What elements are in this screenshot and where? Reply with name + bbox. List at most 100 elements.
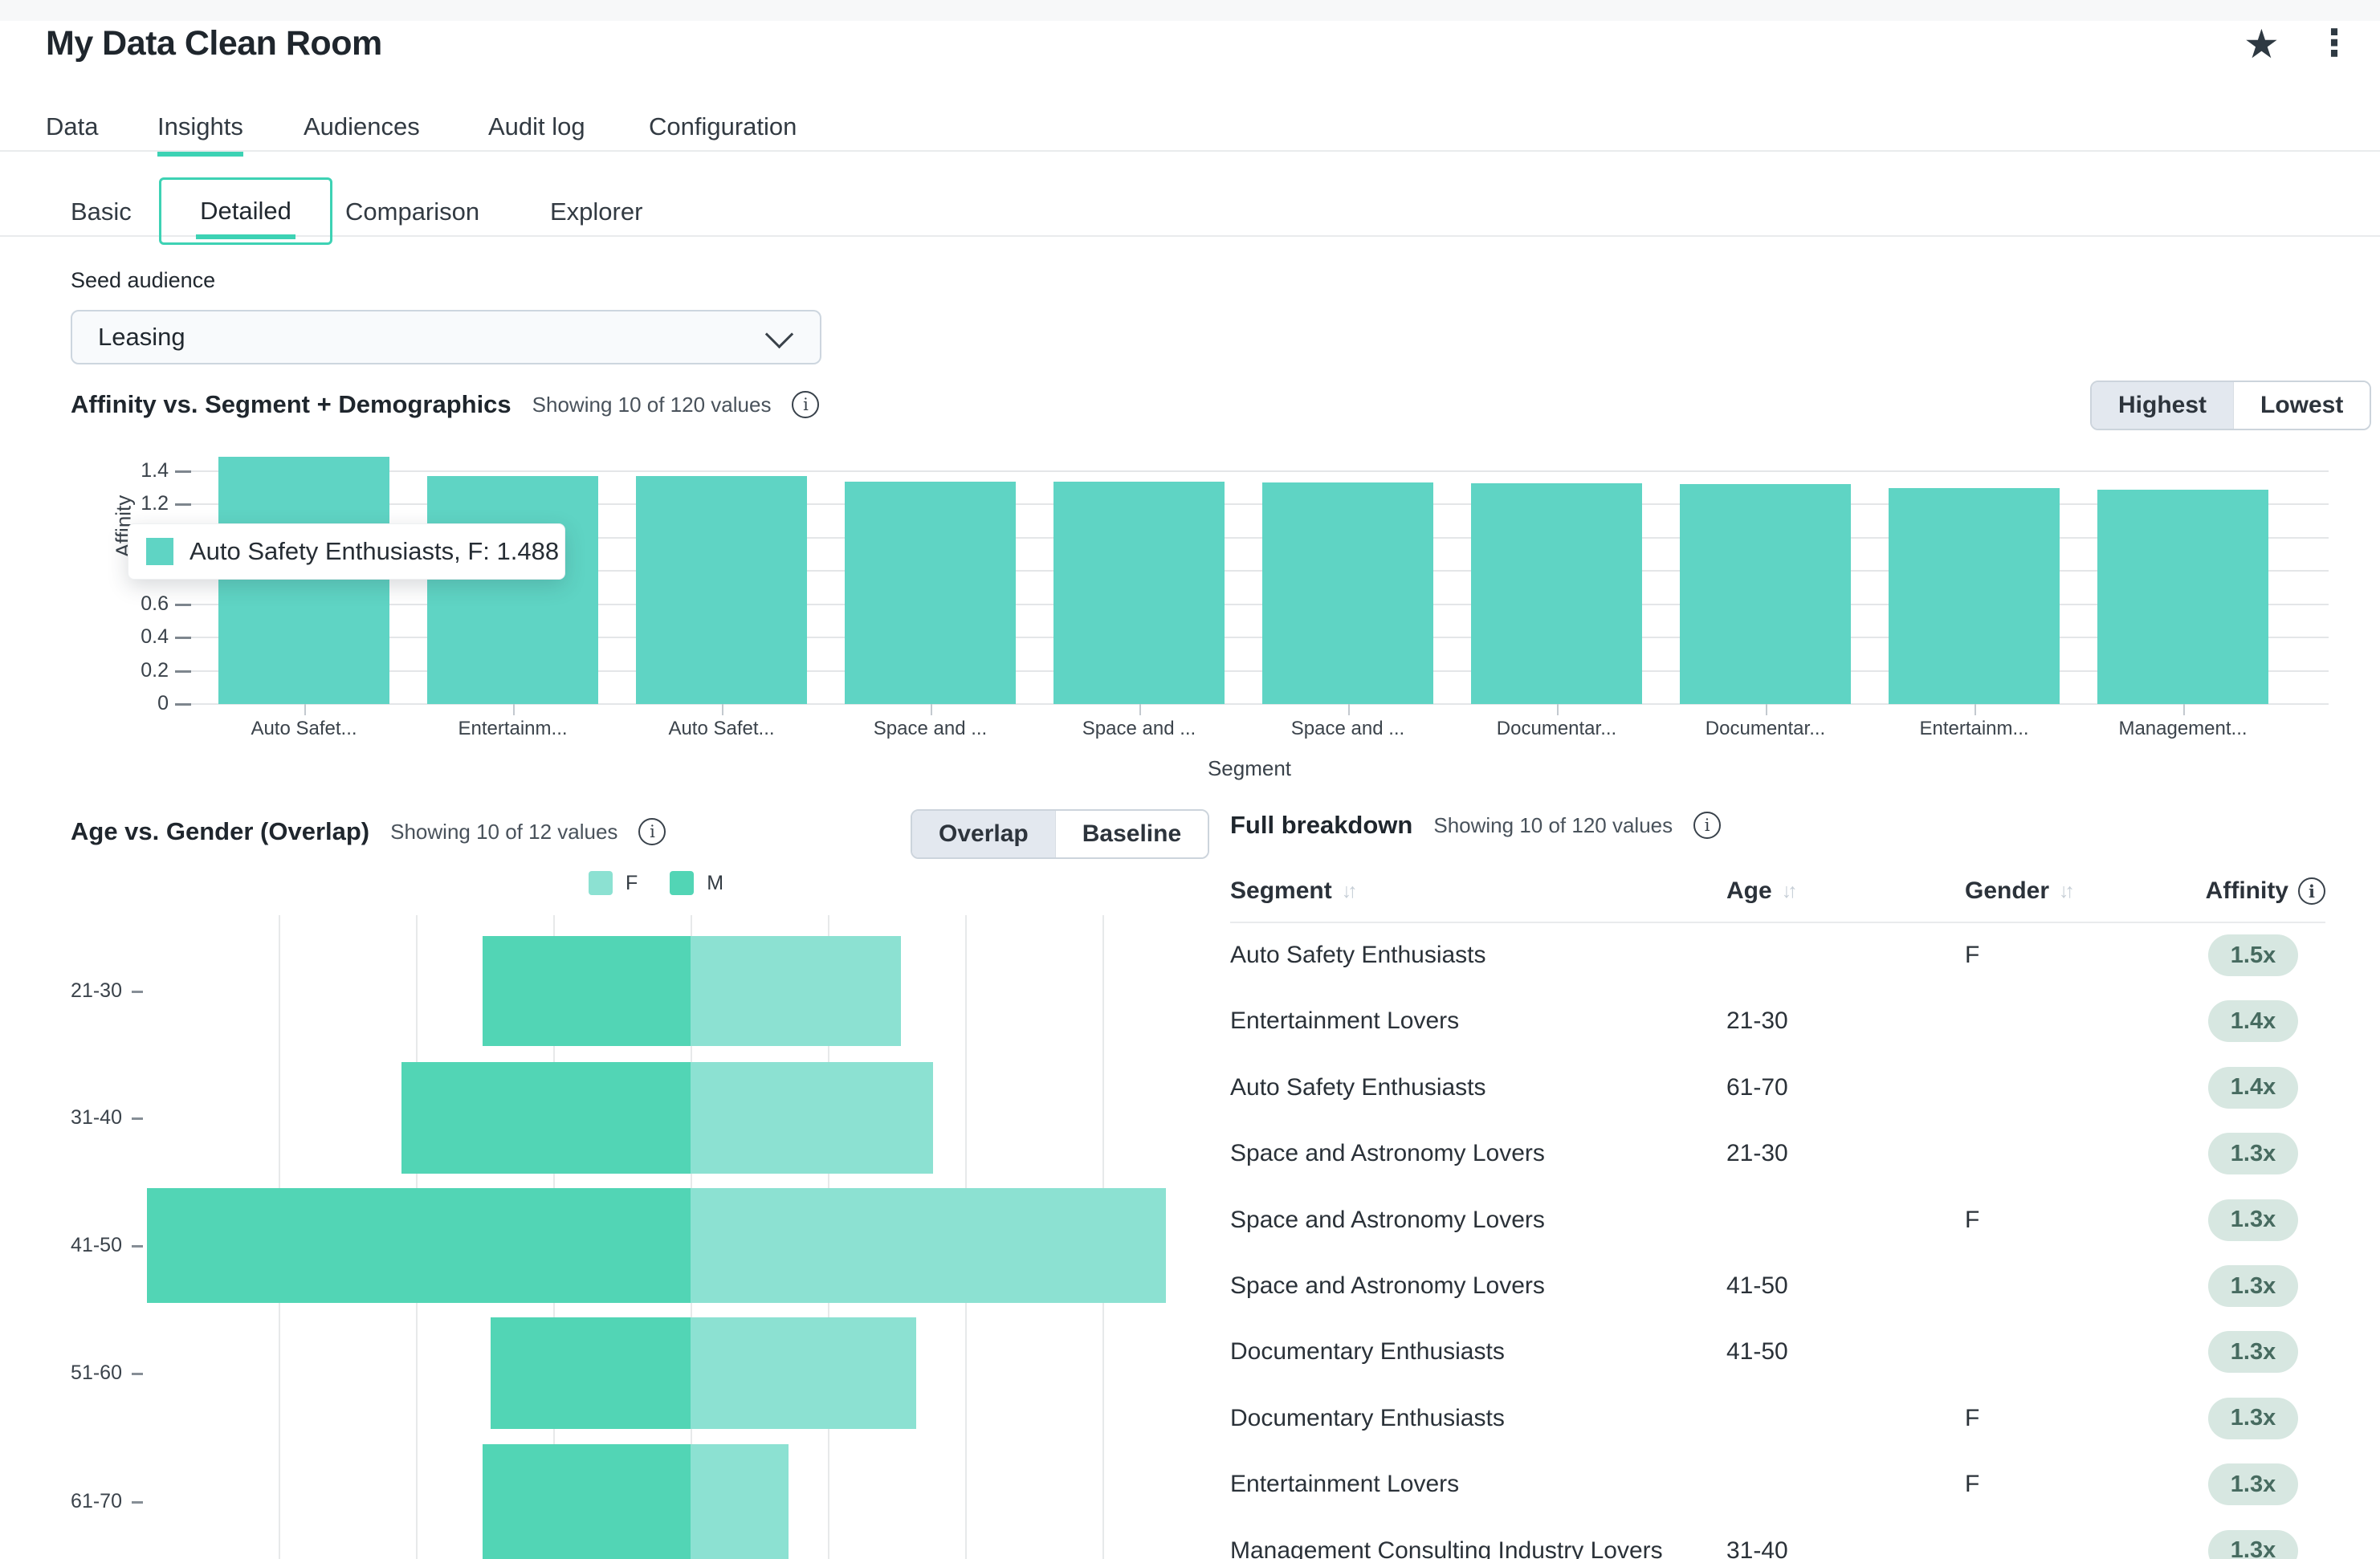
info-icon[interactable]: i <box>792 391 819 418</box>
column-label: Segment <box>1230 877 1332 905</box>
affinity-bar[interactable] <box>1053 482 1225 704</box>
overlap-baseline-toggle: OverlapBaseline <box>911 809 1209 859</box>
column-header-affinity[interactable]: Affinityi <box>2206 875 2325 907</box>
affinity-bar[interactable] <box>427 476 598 704</box>
age-bar-f[interactable] <box>691 1444 789 1559</box>
column-header-age[interactable]: Age↓↑ <box>1726 875 1794 907</box>
affinity-bar[interactable] <box>2097 490 2268 704</box>
y-tick-mark <box>132 1501 143 1504</box>
affinity-section-header: Affinity vs. Segment + Demographics Show… <box>71 390 819 419</box>
table-row: Space and Astronomy LoversF1.3x <box>1230 1187 2325 1253</box>
segment-cell: Documentary Enthusiasts <box>1230 1405 1505 1432</box>
affinity-bar[interactable] <box>636 476 807 704</box>
overlap-button[interactable]: Overlap <box>912 811 1055 857</box>
baseline-button[interactable]: Baseline <box>1055 811 1208 857</box>
x-axis-title: Segment <box>1185 756 1314 781</box>
table-row: Auto Safety EnthusiastsF1.5x <box>1230 922 2325 988</box>
favorite-star-icon[interactable]: ★ <box>2243 21 2280 67</box>
y-tick-mark <box>175 503 191 506</box>
tab-audiences[interactable]: Audiences <box>304 112 420 141</box>
affinity-bar[interactable] <box>1889 488 2060 704</box>
segment-cell: Entertainment Lovers <box>1230 1007 1459 1035</box>
table-row: Auto Safety Enthusiasts61-701.4x <box>1230 1055 2325 1121</box>
y-tick-mark <box>132 1117 143 1120</box>
affinity-badge: 1.3x <box>2208 1463 2298 1505</box>
chevron-down-icon <box>765 320 793 348</box>
age-bar-f[interactable] <box>691 1188 1166 1303</box>
highest-button[interactable]: Highest <box>2092 382 2233 429</box>
age-gender-chart-meta: Showing 10 of 12 values <box>390 820 617 845</box>
affinity-bar[interactable] <box>1262 482 1433 704</box>
x-tick-mark <box>513 704 515 715</box>
x-tick-mark <box>304 704 306 715</box>
affinity-bar[interactable] <box>1471 483 1642 704</box>
info-icon[interactable]: i <box>2298 877 2325 905</box>
tab-configuration[interactable]: Configuration <box>649 112 797 141</box>
tab-data[interactable]: Data <box>46 112 98 141</box>
info-icon[interactable]: i <box>1693 812 1721 839</box>
table-row: Documentary Enthusiasts41-501.3x <box>1230 1319 2325 1385</box>
x-tick-mark <box>2183 704 2185 715</box>
affinity-bar[interactable] <box>1680 484 1851 704</box>
segment-cell: Auto Safety Enthusiasts <box>1230 942 1486 969</box>
segment-cell: Space and Astronomy Lovers <box>1230 1207 1545 1234</box>
age-bar-m[interactable] <box>401 1062 691 1174</box>
breakdown-meta: Showing 10 of 120 values <box>1433 813 1673 838</box>
age-bar-m[interactable] <box>483 1444 691 1559</box>
age-gender-chart-title: Age vs. Gender (Overlap) <box>71 817 369 846</box>
age-group-label: 41-50 <box>42 1234 122 1257</box>
table-row: Entertainment Lovers21-301.4x <box>1230 988 2325 1054</box>
age-bar-m[interactable] <box>147 1188 691 1303</box>
sort-icon[interactable]: ↓↑ <box>1782 880 1794 903</box>
subtab-comparison[interactable]: Comparison <box>345 197 479 226</box>
breakdown-section-header: Full breakdown Showing 10 of 120 values … <box>1230 811 1721 840</box>
age-group-label: 21-30 <box>42 979 122 1003</box>
affinity-badge: 1.3x <box>2208 1199 2298 1241</box>
x-tick-mark <box>722 704 723 715</box>
lowest-button[interactable]: Lowest <box>2233 382 2370 429</box>
affinity-badge: 1.4x <box>2208 1000 2298 1042</box>
highest-lowest-toggle: HighestLowest <box>2090 381 2371 430</box>
sort-icon[interactable]: ↓↑ <box>1342 880 1354 903</box>
seed-audience-select[interactable]: Leasing <box>71 310 821 364</box>
affinity-bar[interactable] <box>218 457 389 704</box>
affinity-bar[interactable] <box>845 482 1016 704</box>
subtab-explorer[interactable]: Explorer <box>550 197 642 226</box>
seed-audience-value: Leasing <box>98 323 769 352</box>
x-tick-label: Management... <box>2095 718 2272 740</box>
x-tick-label: Documentar... <box>1469 718 1645 740</box>
age-bar-m[interactable] <box>483 936 691 1046</box>
affinity-badge: 1.3x <box>2208 1133 2298 1174</box>
info-icon[interactable]: i <box>638 818 666 845</box>
x-tick-label: Entertainm... <box>425 718 601 740</box>
age-bar-f[interactable] <box>691 1317 916 1429</box>
more-menu-icon[interactable]: ⋮ <box>2316 21 2353 64</box>
age-bar-f[interactable] <box>691 1062 933 1174</box>
tab-audit-log[interactable]: Audit log <box>488 112 585 141</box>
breakdown-title: Full breakdown <box>1230 811 1412 840</box>
y-tick-label: 0.2 <box>104 659 169 682</box>
table-row: Documentary EnthusiastsF1.3x <box>1230 1386 2325 1451</box>
x-tick-mark <box>931 704 932 715</box>
x-tick-mark <box>1139 704 1141 715</box>
column-header-segment[interactable]: Segment ↓↑ <box>1230 875 1354 907</box>
tabs-divider <box>0 150 2380 152</box>
y-tick-mark <box>132 1373 143 1375</box>
sort-icon[interactable]: ↓↑ <box>2059 880 2071 903</box>
x-tick-mark <box>1975 704 1976 715</box>
segment-cell: Management Consulting Industry Lovers <box>1230 1537 1663 1559</box>
affinity-badge: 1.4x <box>2208 1067 2298 1109</box>
affinity-badge: 1.3x <box>2208 1398 2298 1439</box>
subtab-detailed[interactable]: Detailed <box>159 177 332 245</box>
tab-insights[interactable]: Insights <box>157 112 243 157</box>
subtab-basic[interactable]: Basic <box>71 197 132 226</box>
tooltip-series-swatch <box>146 538 173 565</box>
breakdown-table-body: Auto Safety EnthusiastsF1.5xEntertainmen… <box>1230 922 2325 1559</box>
age-bar-f[interactable] <box>691 936 901 1046</box>
gridline <box>185 470 2329 472</box>
age-bar-m[interactable] <box>491 1317 691 1429</box>
seed-audience-label: Seed audience <box>71 268 215 293</box>
column-header-gender[interactable]: Gender↓↑ <box>1965 875 2071 907</box>
affinity-badge: 1.3x <box>2208 1265 2298 1307</box>
x-tick-label: Documentar... <box>1677 718 1854 740</box>
